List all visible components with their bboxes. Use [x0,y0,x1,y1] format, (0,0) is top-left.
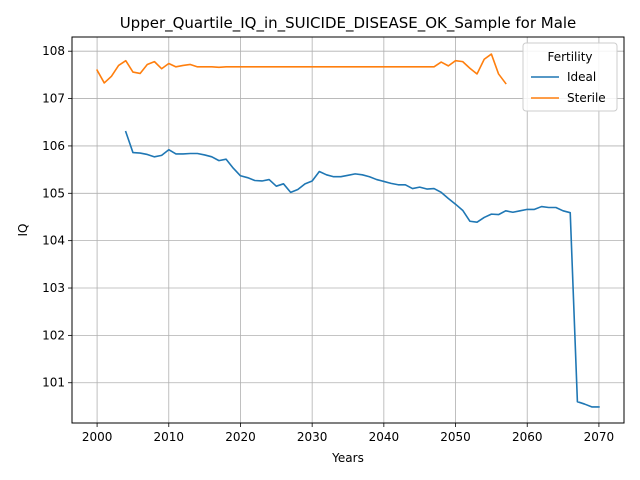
y-tick-label: 107 [42,92,65,106]
x-axis-ticks: 2000 2010 2020 2030 2040 2050 2060 2070 [82,423,614,444]
y-tick-label: 102 [42,328,65,342]
y-tick-label: 106 [42,139,65,153]
legend-title: Fertility [547,50,592,64]
legend-box [522,42,618,112]
x-tick-label: 2040 [369,430,400,444]
y-tick-label: 104 [42,234,65,248]
y-tick-label: 103 [42,281,65,295]
series-line-sterile [96,53,507,85]
y-tick-label: 108 [42,44,65,58]
x-tick-label: 2020 [225,430,256,444]
chart-title: Upper_Quartile_IQ_in_SUICIDE_DISEASE_OK_… [120,14,577,33]
x-tick-label: 2070 [584,430,615,444]
series-lines [96,53,600,408]
x-axis-label: Years [331,451,364,465]
y-tick-label: 101 [42,376,65,390]
legend: Fertility Ideal Sterile [522,42,618,112]
x-tick-label: 2030 [297,430,328,444]
plot-frame [71,36,625,424]
y-axis-label: IQ [16,224,30,237]
x-tick-label: 2060 [512,430,543,444]
x-tick-label: 2000 [82,430,113,444]
x-tick-label: 2050 [440,430,471,444]
y-axis-ticks: 101 102 103 104 105 106 107 108 [42,44,72,390]
legend-label-ideal: Ideal [567,70,596,84]
legend-label-sterile: Sterile [567,91,606,105]
x-tick-label: 2010 [154,430,185,444]
series-line-ideal [124,130,600,408]
y-tick-label: 105 [42,186,65,200]
